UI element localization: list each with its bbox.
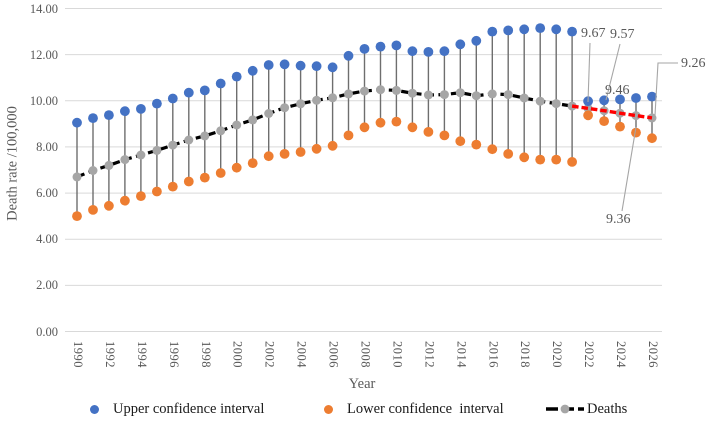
legend-item-upper-ci: Upper confidence interval [90, 400, 264, 418]
y-tick-label: 2.00 [36, 278, 58, 293]
y-tick-label: 8.00 [36, 139, 58, 154]
y-tick-label: 0.00 [36, 324, 58, 339]
x-tick-label: 2008 [358, 341, 373, 368]
error-bars [76, 28, 653, 217]
y-tick-label: 10.00 [29, 93, 58, 108]
lower-ci-dots [72, 110, 657, 222]
x-tick-label: 1996 [166, 341, 181, 368]
x-tick-label: 2004 [294, 341, 309, 368]
y-axis-title: Death rate /100,000 [4, 106, 21, 221]
x-tick-label: 2016 [486, 341, 501, 368]
x-tick-label: 2022 [582, 341, 597, 368]
x-axis-title: Year [348, 376, 376, 392]
legend-item-lower-ci: Lower confidence interval [324, 400, 504, 418]
annotation-label: 9.26 [681, 56, 706, 71]
annotation-label: 9.57 [610, 27, 635, 42]
deaths-markers [72, 85, 657, 182]
annotation-leader-lines [587, 42, 678, 212]
upper-ci-legend-dot-icon [90, 404, 99, 414]
x-tick-label: 2026 [645, 341, 660, 368]
x-tick-label: 2006 [326, 341, 341, 368]
upper-ci-dots [72, 23, 657, 128]
annotation-label: 9.36 [606, 212, 631, 227]
y-tick-label: 4.00 [36, 232, 58, 247]
x-tick-label: 1998 [198, 341, 213, 368]
x-tick-label: 2002 [262, 341, 277, 368]
annotation-label: 9.46 [605, 83, 630, 98]
legend-item-label: Deaths [587, 400, 628, 417]
x-tick-label: 1994 [134, 341, 149, 368]
annotation-label: 9.67 [581, 26, 606, 41]
legend-item-label: Upper confidence interval [113, 400, 265, 417]
x-tick-label: 2014 [454, 341, 469, 368]
x-tick-label: 2018 [518, 341, 533, 368]
lower-ci-legend-dot-icon [324, 404, 333, 414]
x-tick-label: 2012 [422, 341, 437, 368]
forecast-line [571, 104, 653, 120]
x-tick-label: 1992 [102, 341, 117, 368]
deaths-line [76, 88, 573, 179]
legend-item-deaths: Deaths [545, 400, 627, 418]
legend: Upper confidence interval Lower confiden… [0, 400, 708, 420]
y-tick-label: 12.00 [29, 47, 58, 62]
y-tick-label: 6.00 [36, 186, 58, 201]
y-tick-label: 14.00 [29, 1, 58, 16]
x-tick-label: 2024 [614, 341, 629, 368]
x-tick-label: 2020 [550, 341, 565, 368]
legend-item-label: Lower confidence interval [347, 400, 504, 417]
x-tick-label: 2000 [230, 341, 245, 368]
deaths-legend-line-icon [546, 404, 584, 414]
x-tick-label: 2010 [390, 341, 405, 368]
x-tick-label: 1990 [71, 341, 85, 368]
